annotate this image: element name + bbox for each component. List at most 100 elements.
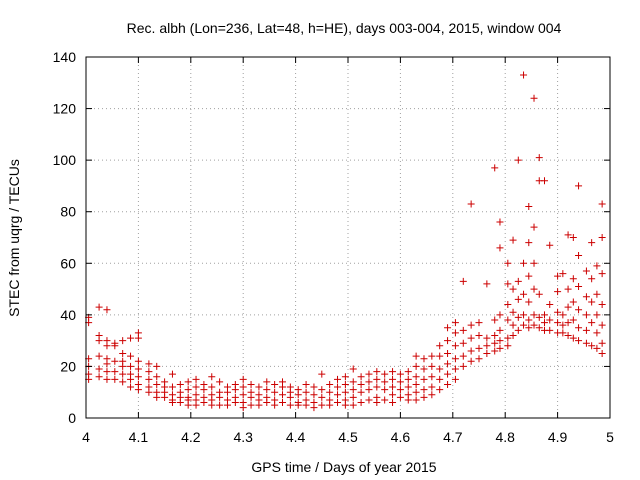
data-point <box>153 362 161 370</box>
data-point <box>530 259 538 267</box>
data-point <box>381 378 389 386</box>
data-point <box>271 401 279 409</box>
data-point <box>412 352 420 360</box>
data-point <box>389 391 397 399</box>
data-point <box>525 316 533 324</box>
data-point <box>467 357 475 365</box>
data-point <box>404 383 412 391</box>
x-tick-label: 5 <box>606 429 614 445</box>
data-point <box>341 380 349 388</box>
data-point <box>598 350 606 358</box>
data-point <box>598 301 606 309</box>
data-point <box>554 288 562 296</box>
data-point <box>554 319 562 327</box>
data-point <box>504 280 512 288</box>
data-point <box>569 316 577 324</box>
data-point <box>95 352 103 360</box>
data-point <box>263 378 271 386</box>
data-point <box>541 311 548 319</box>
data-point <box>428 373 436 381</box>
data-point <box>286 393 294 401</box>
data-point <box>168 399 176 407</box>
data-point <box>496 326 504 334</box>
data-point <box>541 177 548 185</box>
data-point <box>161 393 169 401</box>
data-point <box>593 290 601 298</box>
data-point <box>467 200 475 208</box>
data-point <box>255 383 263 391</box>
data-point <box>428 352 436 360</box>
data-point <box>520 71 528 79</box>
data-point <box>127 375 135 383</box>
data-point <box>153 393 161 401</box>
x-axis-label: GPS time / Days of year 2015 <box>251 459 436 475</box>
data-point <box>598 234 606 241</box>
data-point <box>239 383 247 391</box>
data-point <box>318 401 326 409</box>
data-point <box>263 399 271 407</box>
data-point <box>357 380 365 388</box>
data-point <box>504 316 512 324</box>
data-point <box>504 301 512 309</box>
data-point <box>483 334 491 342</box>
data-point <box>279 399 286 407</box>
data-point <box>593 329 601 337</box>
data-point <box>119 350 127 358</box>
data-point <box>111 368 119 376</box>
data-point <box>569 234 577 241</box>
data-point <box>588 239 596 247</box>
data-point <box>451 329 459 337</box>
data-point <box>373 399 381 407</box>
data-point <box>475 319 483 327</box>
data-point <box>509 236 517 244</box>
data-point <box>546 301 554 309</box>
data-point <box>459 326 467 334</box>
data-point <box>564 285 572 293</box>
data-point <box>525 324 533 332</box>
data-point <box>436 386 444 394</box>
data-point <box>389 383 397 391</box>
data-point <box>310 391 318 399</box>
chart-title: Rec. albh (Lon=236, Lat=48, h=HE), days … <box>127 20 562 36</box>
data-point <box>95 303 103 311</box>
data-point <box>396 370 404 378</box>
data-point <box>365 378 373 386</box>
data-point <box>294 401 302 409</box>
data-point <box>483 350 491 358</box>
data-point <box>326 388 334 396</box>
data-point <box>582 326 590 334</box>
data-point <box>239 404 247 412</box>
data-point <box>200 386 208 394</box>
data-point <box>483 342 491 350</box>
data-point <box>412 388 420 396</box>
data-point <box>520 259 528 267</box>
data-point <box>127 362 135 370</box>
data-point <box>509 321 517 329</box>
data-point <box>525 239 533 247</box>
data-point <box>451 365 459 373</box>
x-tick-label: 4.3 <box>233 429 253 445</box>
data-point <box>582 293 590 301</box>
data-point <box>475 344 483 352</box>
data-point <box>134 357 142 365</box>
data-point <box>247 380 255 388</box>
data-point <box>467 321 475 329</box>
data-point <box>263 386 271 394</box>
data-point <box>247 401 255 409</box>
data-point <box>483 280 491 288</box>
data-point <box>119 378 127 386</box>
data-point <box>451 355 459 363</box>
data-point <box>412 396 420 404</box>
data-point <box>373 383 381 391</box>
data-point <box>365 370 373 378</box>
data-point <box>569 334 577 342</box>
data-point <box>569 275 577 283</box>
data-point <box>111 342 119 350</box>
data-point <box>103 375 111 383</box>
data-point <box>496 337 504 345</box>
data-point <box>436 352 444 360</box>
data-point <box>509 308 517 316</box>
data-point <box>520 290 528 298</box>
data-point <box>598 270 606 278</box>
data-point <box>530 285 538 293</box>
